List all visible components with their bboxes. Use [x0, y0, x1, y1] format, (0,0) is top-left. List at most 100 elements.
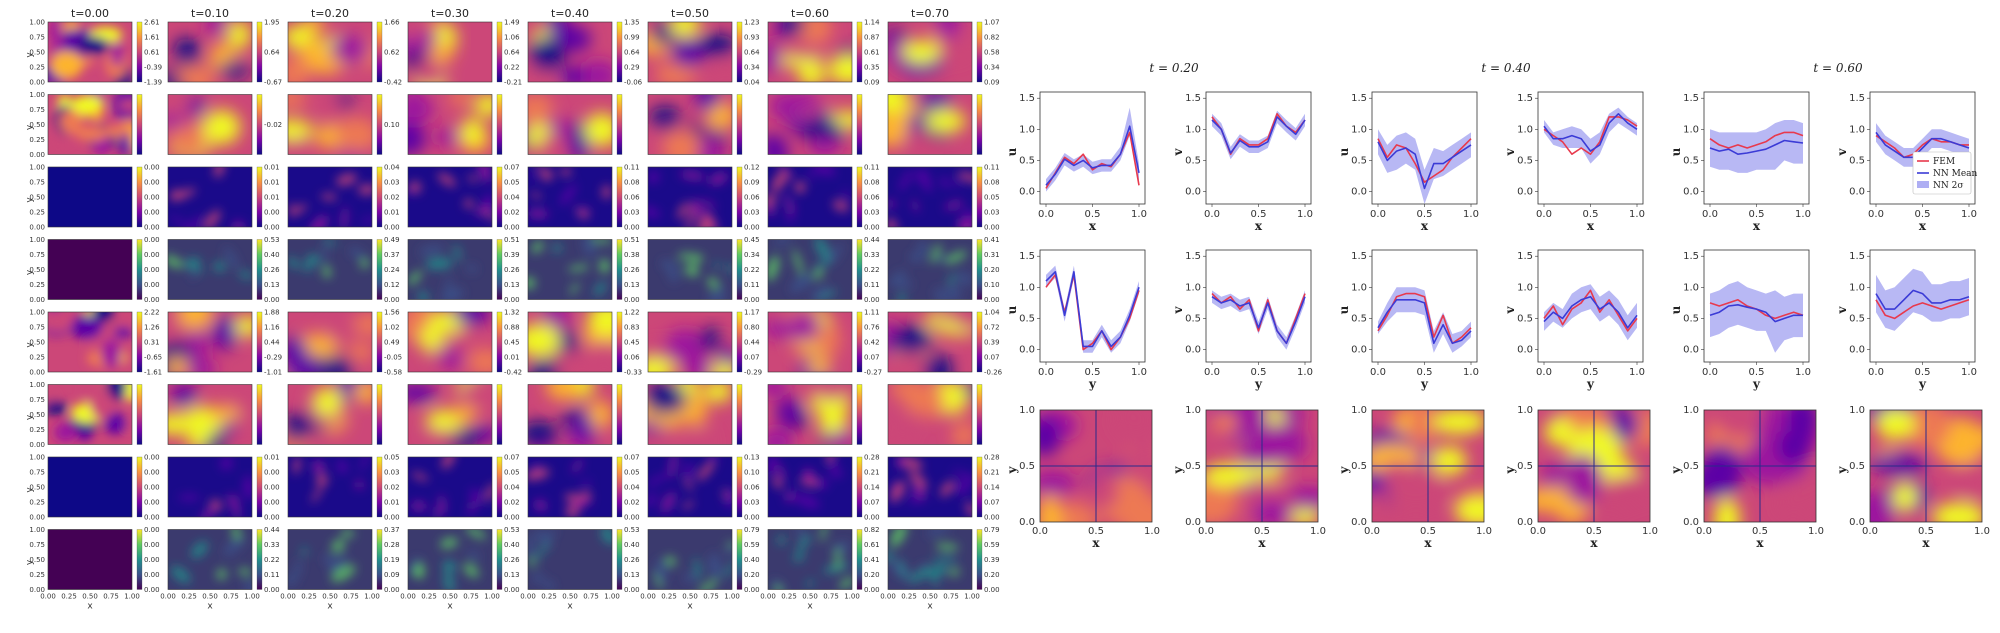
heatmap-frame: [287, 21, 373, 83]
y-tick-label: 0.0: [1517, 345, 1533, 356]
heatmap-frame: [647, 166, 733, 228]
heatmap-streak: [708, 552, 720, 576]
heatmap-streak: [309, 215, 329, 227]
heatmap-streak: [939, 177, 951, 188]
y-tick-label: 1.00: [29, 164, 45, 172]
heatmap-frame: [887, 529, 973, 590]
colorbar-tick: 0.00: [504, 586, 520, 594]
nn-2sigma-band: [1046, 107, 1139, 192]
colorbar-tick: 1.56: [384, 309, 400, 317]
heatmap-cell: [888, 94, 972, 155]
y-tick-label: 0.00: [29, 296, 45, 304]
heatmap-streak: [531, 240, 544, 254]
heatmap-blob: [586, 400, 612, 429]
colorbar-tick: 0.00: [264, 484, 280, 492]
colorbar-tick: 0.26: [624, 266, 640, 274]
heatmap-streak: [679, 171, 705, 180]
heatmap-streak: [528, 558, 536, 567]
colorbar-tick: 0.34: [744, 251, 760, 259]
field-blob: [1714, 497, 1740, 522]
colorbar-tick: 0.26: [264, 266, 280, 274]
colorbar-tick: -0.58: [384, 369, 402, 377]
field-blob: [1875, 410, 1915, 441]
colorbar-tick: 0.31: [984, 251, 1000, 259]
nn-mean-line: [1543, 295, 1638, 329]
y-tick-label: 0.75: [29, 324, 45, 332]
heatmap-blob: [171, 384, 198, 406]
x-axis-label: x: [1089, 219, 1097, 233]
heatmap-frame: [167, 456, 253, 518]
colorbar-tick: 0.07: [624, 454, 640, 462]
nn-2sigma-band: [1544, 284, 1637, 341]
heatmap-blob: [584, 341, 612, 372]
colorbar-tick: 0.07: [744, 354, 760, 362]
heatmap-blob: [818, 322, 841, 357]
heatmap-blob: [952, 312, 972, 330]
y-tick-label: 0.25: [29, 499, 45, 507]
x-tick-label: 0.5: [1586, 526, 1602, 537]
x-tick-label: 1.0: [1629, 367, 1645, 378]
x-tick-label: 0.0: [1038, 367, 1054, 378]
colorbar-tick: 0.05: [504, 469, 520, 477]
x-tick-label: 0.5: [1583, 209, 1599, 220]
colorbar-tick: 0.13: [624, 571, 640, 579]
colorbar-tick: 0.00: [144, 571, 160, 579]
heatmap-streak: [797, 479, 817, 487]
field-blob: [1903, 410, 1952, 448]
x-tick-label: 1.0: [1476, 526, 1492, 537]
colorbar-tick: 0.39: [504, 251, 520, 259]
y-axis-label: y: [1503, 465, 1517, 474]
colorbar-tick: 0.10: [744, 469, 760, 477]
heatmap-cell: [408, 22, 492, 82]
colorbar-tick: 0.64: [624, 49, 640, 57]
x-tick-label: 0.75: [703, 593, 719, 601]
colorbar-tick: 0.44: [864, 236, 880, 244]
heatmap-frame: [527, 166, 613, 228]
heatmap-streak: [182, 263, 205, 273]
colorbar-tick: 0.00: [144, 556, 160, 564]
heatmap-blob: [61, 29, 81, 52]
field-blob: [1372, 489, 1388, 522]
heatmap-cell: [168, 384, 252, 445]
heatmap-streak: [944, 285, 961, 297]
x-axis-label: x: [207, 602, 213, 612]
heatmap-frame: [767, 94, 853, 155]
heatmap-cell: [408, 529, 492, 590]
y-tick-label: 0.25: [29, 571, 45, 579]
y-axis-label: u: [1005, 305, 1019, 314]
x-tick-label: 0.5: [1085, 367, 1101, 378]
colorbar-tick: 0.09: [984, 79, 1000, 87]
field-blob: [1126, 442, 1152, 485]
colorbar-tick: 0.00: [144, 194, 160, 202]
heatmap-streak: [601, 185, 612, 199]
heatmap-streak: [828, 243, 843, 265]
heatmap-blob: [572, 410, 594, 442]
plot-frame: [1537, 409, 1651, 523]
heatmap-streak: [794, 494, 820, 509]
colorbar-tick: 0.00: [864, 296, 880, 304]
heatmap-streak: [288, 257, 300, 269]
heatmap-streak: [768, 193, 777, 208]
heatmap-blob: [813, 384, 849, 401]
heatmap-frame: [527, 239, 613, 300]
nn-mean-line: [1875, 289, 1970, 310]
heatmap-cell: [528, 239, 612, 300]
heatmap-cell: [48, 312, 132, 372]
y-tick-label: 0.5: [1849, 461, 1865, 472]
y-tick-label: 0.5: [1351, 155, 1367, 166]
heatmap-frame: [647, 239, 733, 300]
heatmap-streak: [696, 460, 715, 481]
heatmap-streak: [725, 488, 732, 508]
heatmap-cell: [888, 384, 972, 445]
y-tick-label: 1.0: [1185, 124, 1201, 135]
y-tick-label: 0.5: [1019, 313, 1035, 324]
heatmap-blob: [798, 60, 825, 82]
heatmap-blob: [49, 22, 61, 48]
y-tick-label: 1.0: [1351, 405, 1367, 416]
heatmap-streak: [409, 181, 422, 193]
colorbar-tick: -0.26: [984, 369, 1003, 377]
colorbar-tick: 0.34: [744, 64, 760, 72]
y-tick-label: 0.5: [1517, 461, 1533, 472]
heatmap-cell: [288, 312, 372, 372]
y-axis-label: y: [25, 269, 35, 275]
